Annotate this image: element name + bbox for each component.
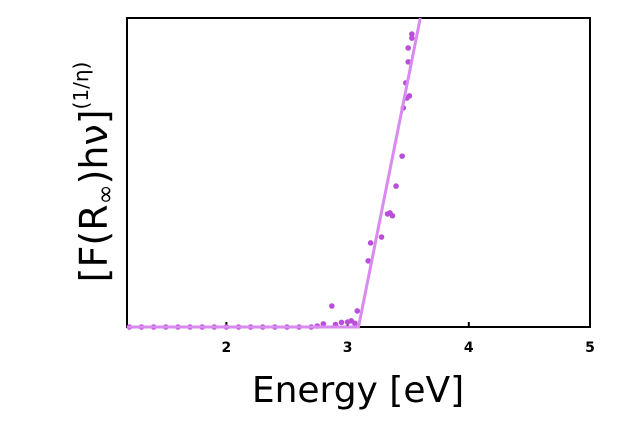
data-point [405,45,411,51]
fit-line [127,17,422,329]
x-tick-label: 4 [464,340,474,356]
y-label-sup: (1/η) [69,62,93,110]
y-axis-label: [F(R∞)hν](1/η) [69,62,120,283]
data-point [320,321,327,327]
y-label-main: [F(R [72,204,116,282]
data-point [367,240,374,246]
data-point [389,212,396,219]
data-point [409,35,415,41]
x-tick-label: 3 [343,340,353,356]
x-tick-label: 5 [585,340,595,356]
data-point [405,59,411,65]
data-point [393,183,399,189]
data-point [409,31,415,37]
data-point [378,234,385,240]
plot-frame [126,17,591,328]
data-point [365,258,371,264]
x-axis-label: Energy [eV] [252,370,464,411]
data-point [354,308,361,314]
data-point [399,153,405,159]
x-tick-label: 2 [222,340,232,356]
data-point [406,93,413,99]
data-point [352,320,358,327]
data-point [329,303,335,309]
data-point [338,319,345,326]
y-label-mid: )hν] [72,109,116,184]
y-label-sub: ∞ [91,184,119,204]
